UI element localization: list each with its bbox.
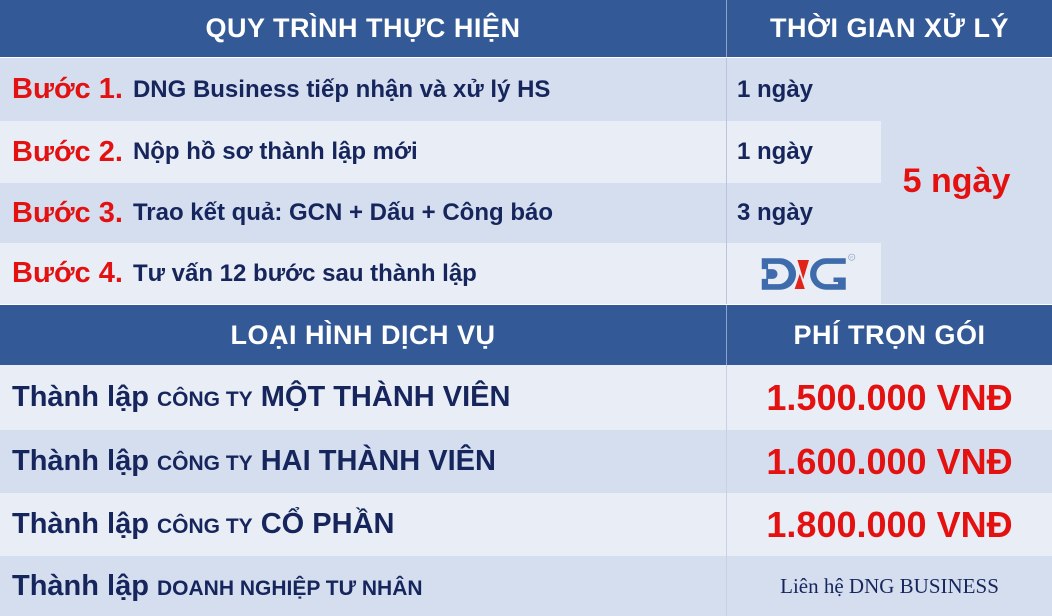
svg-text:R: R <box>850 255 853 259</box>
